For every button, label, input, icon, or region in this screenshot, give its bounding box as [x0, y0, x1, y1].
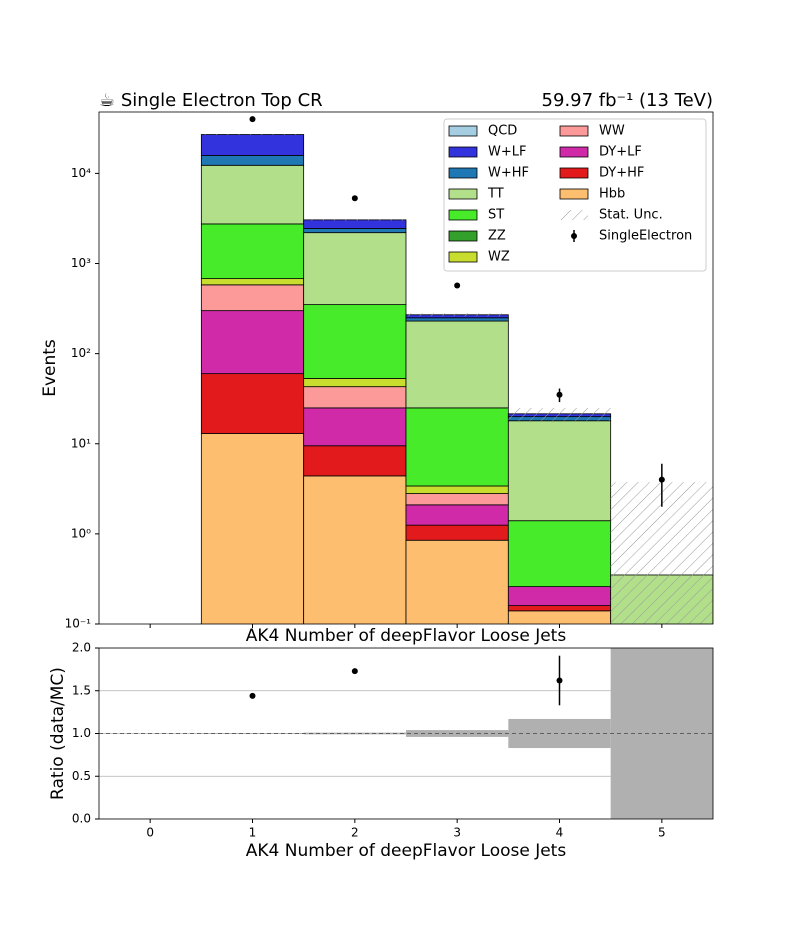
x-axis-label: AK4 Number of deepFlavor Loose Jets [246, 626, 567, 646]
legend-label: DY+LF [599, 145, 642, 160]
x-tick-label: 1 [249, 826, 257, 840]
chart-title: ☕ Single Electron Top CR [99, 90, 323, 111]
stack-segment [200, 164, 305, 225]
stack-segment [405, 524, 509, 541]
x-tick-label: 2 [351, 826, 359, 840]
x-tick-label: 0 [146, 826, 154, 840]
legend-label: ZZ [488, 229, 506, 244]
stack-segment [405, 407, 509, 487]
legend-swatch [448, 125, 478, 137]
stack-segment [303, 386, 407, 409]
data-point [658, 476, 665, 483]
legend-label: SingleElectron [599, 229, 692, 244]
axes-frame [98, 647, 714, 820]
y-tick-label: 0.0 [72, 812, 91, 826]
stack-segment [200, 310, 305, 375]
ratio-point [351, 668, 358, 675]
y-axis-label: Events [40, 339, 60, 397]
data-point [351, 195, 358, 202]
stack-segment [507, 605, 612, 612]
x-axis-label: AK4 Number of deepFlavor Loose Jets [246, 841, 567, 861]
data-point [556, 391, 563, 398]
y-tick-label: 10² [71, 346, 91, 360]
stack-segment [507, 520, 612, 588]
stat-unc-band [201, 134, 304, 135]
legend-swatch [448, 209, 478, 221]
axes-frame [98, 111, 714, 625]
stat-unc-band [508, 407, 611, 421]
legend: QCD W+LF W+HF TT ST ZZ WZ WW DY+LF DY+HF Hbb Stat. … [443, 118, 707, 272]
legend-label: ST [488, 208, 504, 223]
stack-segment [303, 445, 407, 477]
ratio-unc-band [201, 733, 304, 734]
stack-segment [200, 284, 305, 312]
legend-label: QCD [488, 124, 517, 139]
legend-swatch [448, 251, 478, 263]
data-point [249, 116, 256, 123]
stack-segment [405, 493, 509, 506]
legend-swatch [448, 188, 478, 200]
stat-unc-band [303, 219, 406, 221]
legend-label: WZ [488, 250, 510, 265]
stat-unc-band [406, 313, 509, 317]
y-tick-label: 0.5 [72, 769, 91, 783]
x-tick-label: 3 [453, 826, 461, 840]
legend-label: DY+HF [599, 166, 644, 181]
stack-segment [507, 420, 612, 522]
legend-label: W+LF [488, 145, 526, 160]
legend-swatch [559, 125, 589, 137]
legend-swatch [448, 167, 478, 179]
x-tick-label: 4 [556, 826, 564, 840]
y-tick-label: 10³ [71, 256, 91, 270]
chart-subtitle: 59.97 fb⁻¹ (13 TeV) [542, 90, 713, 111]
ratio-unc-band [508, 718, 611, 749]
stack-segment [200, 433, 305, 624]
ratio-point [249, 692, 256, 699]
stack-segment [507, 586, 612, 607]
legend-swatch [448, 230, 478, 242]
stack-segment [303, 378, 407, 388]
legend-swatch [560, 210, 588, 220]
stack-segment [405, 320, 509, 409]
legend-swatch [559, 146, 589, 158]
y-tick-label: 1.5 [72, 683, 91, 697]
stack-segment [200, 223, 305, 280]
stack-segment [200, 278, 305, 286]
stack-segment [405, 485, 509, 494]
stack-segment [405, 539, 509, 624]
stack-segment [303, 219, 407, 229]
y-axis-label: Ratio (data/MC) [48, 667, 68, 800]
y-tick-label: 2.0 [72, 641, 91, 655]
stack-segment [200, 134, 305, 156]
legend-swatch [571, 233, 577, 239]
stack-segment [303, 407, 407, 447]
ratio-point [556, 677, 563, 684]
stack-segment [303, 232, 407, 306]
stack-segment [303, 228, 407, 234]
stack-segment [200, 155, 305, 166]
y-tick-label: 1.0 [72, 726, 91, 740]
plot-area [99, 648, 713, 819]
stack-segment [405, 504, 509, 526]
y-tick-label: 10⁻¹ [65, 617, 92, 631]
stack-segment [303, 475, 407, 624]
y-tick-label: 10⁴ [71, 166, 91, 180]
stack-segment [405, 317, 509, 322]
y-tick-label: 10¹ [71, 436, 91, 450]
legend-label: Stat. Unc. [599, 208, 663, 223]
legend-label: W+HF [488, 166, 529, 181]
legend-label: Hbb [599, 187, 625, 202]
x-tick-label: 5 [658, 826, 666, 840]
legend-swatch [559, 167, 589, 179]
stack-segment [303, 304, 407, 379]
y-tick-label: 10⁰ [71, 526, 91, 540]
data-point [454, 282, 461, 289]
legend-label: WW [599, 124, 625, 139]
legend-swatch [559, 188, 589, 200]
legend-label: TT [487, 187, 504, 202]
legend-swatch [448, 146, 478, 158]
plot-area [200, 116, 713, 624]
stack-segment [200, 373, 305, 434]
